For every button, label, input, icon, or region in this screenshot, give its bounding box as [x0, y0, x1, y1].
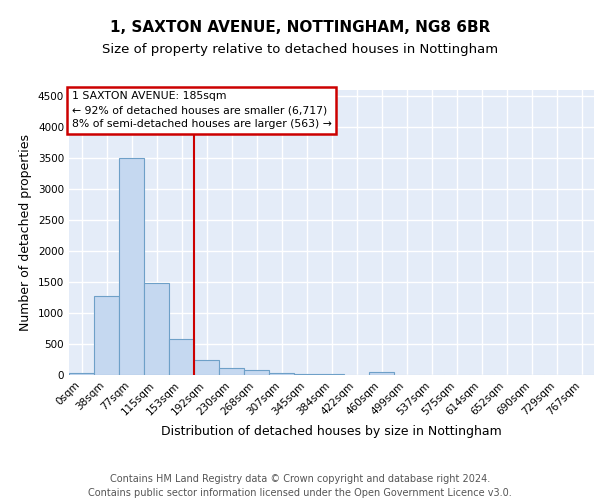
Bar	[169, 339, 194, 375]
Bar	[219, 368, 244, 375]
Bar	[269, 372, 294, 375]
Bar	[69, 373, 94, 375]
Bar	[194, 360, 219, 375]
Bar	[294, 374, 319, 375]
Bar	[369, 372, 394, 375]
Text: 1, SAXTON AVENUE, NOTTINGHAM, NG8 6BR: 1, SAXTON AVENUE, NOTTINGHAM, NG8 6BR	[110, 20, 490, 35]
Bar	[119, 158, 144, 375]
Bar	[144, 284, 169, 375]
X-axis label: Distribution of detached houses by size in Nottingham: Distribution of detached houses by size …	[161, 425, 502, 438]
Bar	[319, 374, 344, 375]
Y-axis label: Number of detached properties: Number of detached properties	[19, 134, 32, 331]
Bar	[244, 370, 269, 375]
Text: Size of property relative to detached houses in Nottingham: Size of property relative to detached ho…	[102, 42, 498, 56]
Bar	[94, 296, 119, 375]
Text: Contains HM Land Registry data © Crown copyright and database right 2024.
Contai: Contains HM Land Registry data © Crown c…	[88, 474, 512, 498]
Text: 1 SAXTON AVENUE: 185sqm
← 92% of detached houses are smaller (6,717)
8% of semi-: 1 SAXTON AVENUE: 185sqm ← 92% of detache…	[71, 92, 331, 130]
